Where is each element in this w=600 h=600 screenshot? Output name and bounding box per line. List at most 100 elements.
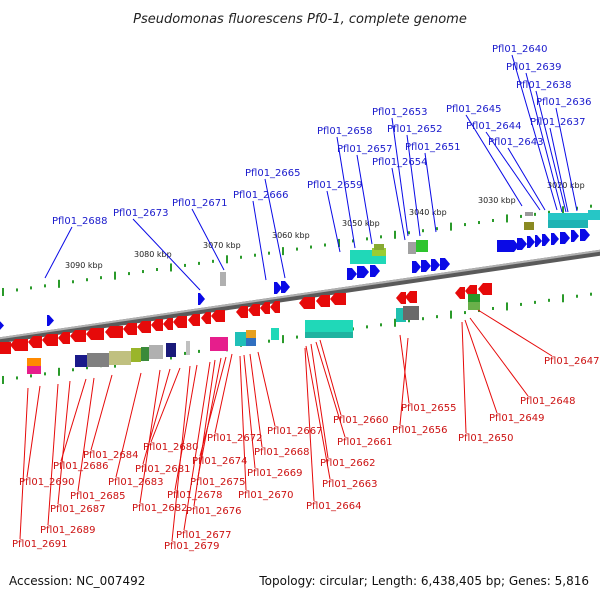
scale-tick <box>198 349 200 353</box>
reverse-gene-label: Pfl01_2664 <box>306 501 362 512</box>
forward-gene-label: Pfl01_2640 <box>492 44 548 55</box>
forward-gene-arrow <box>47 315 54 326</box>
reverse-leader-line <box>315 341 346 438</box>
forward-gene-label: Pfl01_2671 <box>172 198 228 209</box>
reverse-leader-line <box>174 364 198 491</box>
scale-tick <box>296 247 298 251</box>
reverse-leader-line <box>142 368 171 465</box>
reverse-gene-arrow <box>58 332 70 344</box>
forward-leader-line <box>356 154 373 245</box>
reverse-leader-line <box>461 321 467 434</box>
scale-tick <box>464 311 466 315</box>
reverse-leader-line <box>239 355 247 491</box>
reverse-gene-arrow <box>260 302 270 314</box>
reverse-gene-arrow <box>405 291 417 303</box>
reverse-gene-labels: Pfl01_2647 Pfl01_2648 Pfl01_2655 Pfl01_2649… <box>12 356 600 552</box>
scale-tick <box>478 221 480 225</box>
forward-gene-arrow <box>497 240 519 252</box>
cyan-domain-block <box>271 328 279 340</box>
reverse-gene-label: Pfl01_2678 <box>167 490 223 501</box>
reverse-leader-line <box>305 345 331 480</box>
reverse-gene-label: Pfl01_2675 <box>190 477 246 488</box>
gene-features <box>0 210 600 374</box>
forward-gene-arrow <box>421 260 431 272</box>
cyan-domain-block <box>235 332 249 346</box>
scale-tick <box>268 339 270 343</box>
reverse-gene-label: Pfl01_2687 <box>50 504 106 515</box>
scale-tick <box>436 315 438 319</box>
grey-domain-block <box>408 242 416 254</box>
reverse-gene-arrow <box>163 318 173 330</box>
scale-tick <box>184 351 186 355</box>
reverse-gene-label: Pfl01_2663 <box>322 479 378 490</box>
reverse-leader-line <box>26 385 41 478</box>
scale-tick <box>450 310 452 319</box>
kbp-label: 3030 kbp <box>478 196 516 205</box>
reverse-leader-line <box>19 387 29 540</box>
scale-tick <box>492 306 494 310</box>
reverse-gene-arrow <box>270 301 280 313</box>
scale-tick <box>422 229 424 233</box>
reverse-gene-label: Pfl01_2668 <box>254 447 310 458</box>
forward-leader-line <box>511 54 558 211</box>
scale-tick <box>58 279 60 288</box>
scale-tick <box>268 251 270 255</box>
reverse-leader-line <box>249 353 263 448</box>
forward-gene-arrow <box>527 236 535 248</box>
reverse-leader-line <box>304 347 315 502</box>
reverse-leader-line <box>199 356 227 457</box>
scale-tick <box>44 284 46 288</box>
scale-tick <box>128 272 130 276</box>
scale-tick <box>394 230 396 239</box>
forward-gene-label: Pfl01_2659 <box>307 180 363 191</box>
scale-tick <box>422 317 424 321</box>
scale-tick <box>548 298 550 302</box>
forward-leader-line <box>132 218 201 291</box>
forward-gene-arrow <box>440 258 450 270</box>
reverse-gene-arrow <box>0 342 11 354</box>
forward-gene-arrow <box>560 232 570 244</box>
reverse-gene-arrow <box>248 304 260 316</box>
reverse-leader-line <box>257 351 276 427</box>
scale-tick <box>86 366 88 370</box>
scale-tick <box>100 276 102 280</box>
navy-domain-block <box>75 355 87 367</box>
forward-gene-arrow <box>198 293 205 305</box>
map-title: Pseudomonas fluorescens Pf0-1, complete … <box>133 12 467 27</box>
reverse-gene-arrow <box>105 326 123 338</box>
scale-tick <box>16 376 18 380</box>
magenta-domain-block <box>210 337 228 351</box>
scale-tick <box>212 259 214 263</box>
forward-leader-line <box>485 131 541 211</box>
forward-leader-line <box>507 147 546 211</box>
reverse-gene-label: Pfl01_2670 <box>238 490 294 501</box>
reverse-gene-arrow <box>86 328 104 340</box>
reverse-gene-arrow <box>28 336 42 348</box>
scale-tick <box>142 270 144 274</box>
reverse-gene-arrow <box>478 283 492 295</box>
reverse-gene-label: Pfl01_2691 <box>12 539 68 550</box>
forward-gene-label: Pfl01_2657 <box>337 144 393 155</box>
scale-tick <box>114 271 116 280</box>
scale-tick <box>86 278 88 282</box>
reverse-leader-line <box>464 319 498 414</box>
scale-tick <box>282 247 284 256</box>
reverse-gene-label: Pfl01_2680 <box>143 442 199 453</box>
scale-tick <box>562 206 564 215</box>
forward-gene-label: Pfl01_2666 <box>233 190 289 201</box>
reverse-gene-label: Pfl01_2667 <box>267 426 323 437</box>
forward-gene-label: Pfl01_2636 <box>536 97 592 108</box>
scale-tick <box>58 367 60 376</box>
reverse-leader-line <box>399 337 409 426</box>
forward-leader-line <box>44 226 73 279</box>
scale-tick <box>72 368 74 372</box>
scale-tick <box>282 335 284 344</box>
scale-tick <box>562 294 564 303</box>
scale-tick <box>44 372 46 376</box>
cyan-domain-block <box>305 320 353 334</box>
scale-tick <box>520 214 522 218</box>
reverse-gene-arrow <box>211 310 225 322</box>
forward-gene-label: Pfl01_2665 <box>245 168 301 179</box>
scale-tick <box>534 212 536 216</box>
